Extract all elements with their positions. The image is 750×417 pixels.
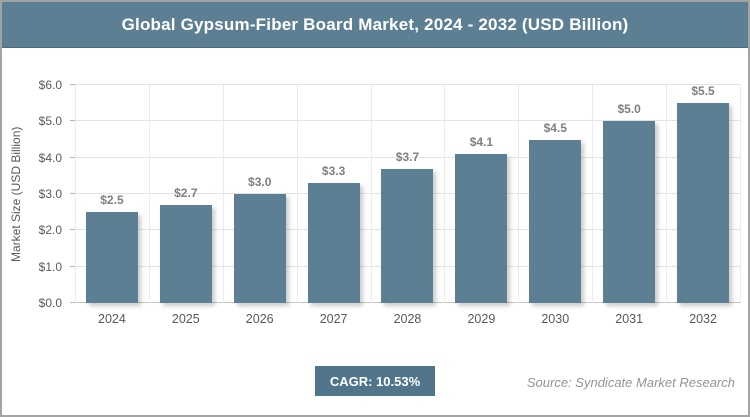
y-tick-mark (70, 84, 75, 85)
source-attribution: Source: Syndicate Market Research (526, 375, 735, 390)
x-tick-label: 2027 (319, 312, 348, 326)
y-tick-label: $3.0 (38, 187, 62, 201)
y-tick-label: $0.0 (38, 296, 62, 310)
y-tick-mark (70, 193, 75, 194)
bar-value-label: $5.0 (617, 102, 641, 117)
gridline-vertical (222, 85, 224, 303)
x-tick-label: 2029 (467, 312, 496, 326)
y-tick-label: $4.0 (38, 150, 62, 165)
bar-cell: $2.5 (75, 85, 149, 303)
y-tick-mark (70, 302, 75, 303)
bar-cell: $3.7 (371, 85, 445, 303)
bar-2028 (381, 168, 434, 303)
gridline-horizontal (75, 84, 740, 85)
x-tick-label: 2032 (689, 312, 717, 326)
y-axis: $0.0 $1.0 $2.0 $3.0 $4.0 $5.0 $6.0 (2, 78, 75, 310)
bar-2027 (307, 183, 360, 303)
bar-value-label: $4.1 (469, 135, 494, 150)
y-tick-mark (70, 229, 75, 231)
gridline-vertical (444, 85, 446, 303)
x-tick-label: 2031 (615, 312, 644, 326)
gridline-horizontal (75, 120, 740, 122)
bar-cell: $3.3 (297, 85, 371, 303)
bar-2026 (233, 194, 286, 303)
bar-2024 (85, 212, 138, 303)
bar-cell: $5.5 (666, 84, 740, 303)
bar-2029 (455, 154, 508, 303)
bar-2031 (603, 121, 656, 303)
gridline-vertical (296, 85, 298, 303)
bar-2025 (159, 204, 212, 303)
x-tick-label: 2025 (171, 312, 200, 326)
bar-value-label: $3.0 (248, 175, 272, 189)
y-tick-mark (70, 265, 75, 267)
bar-cell: $3.0 (223, 85, 297, 303)
plot-area: $2.5 $2.7 $3.0 $3.3 $3.7 $4.1 $4.5 $5.0 $5.5 (75, 84, 741, 303)
gridline-vertical (592, 85, 594, 303)
gridline-horizontal (75, 156, 740, 158)
bar-value-label: $2.7 (174, 185, 198, 200)
bar-2030 (529, 139, 582, 303)
y-tick-label: $1.0 (38, 259, 62, 274)
gridline-vertical (370, 85, 372, 303)
gridline-vertical (148, 85, 150, 303)
y-tick-label: $2.0 (38, 223, 62, 238)
bar-cell: $5.0 (592, 85, 666, 303)
bar-value-label: $2.5 (100, 193, 124, 208)
bar-value-label: $5.5 (691, 84, 715, 99)
y-tick-mark (70, 156, 75, 158)
x-tick-label: 2026 (245, 312, 274, 326)
gridline-vertical (518, 85, 520, 303)
bar-cell: $2.7 (149, 85, 223, 303)
y-tick-label: $6.0 (38, 78, 62, 92)
gridline-vertical (666, 85, 668, 303)
y-tick-mark (70, 120, 75, 122)
bar-value-label: $4.5 (543, 120, 567, 135)
x-tick-label: 2024 (98, 312, 126, 326)
bar-value-label: $3.3 (321, 164, 346, 179)
x-axis: 2024 2025 2026 2027 2028 2029 2030 2031 2032 (75, 312, 740, 332)
x-tick-label: 2030 (541, 312, 570, 326)
cagr-badge: CAGR: 10.53% (315, 366, 435, 396)
y-tick-label: $5.0 (38, 114, 62, 129)
bar-cell: $4.1 (444, 85, 518, 303)
bar-value-label: $3.7 (395, 149, 420, 164)
gridline-vertical (75, 85, 76, 303)
chart-title-bar: Global Gypsum-Fiber Board Market, 2024 -… (2, 2, 748, 48)
bar-2032 (677, 103, 730, 303)
chart-title: Global Gypsum-Fiber Board Market, 2024 -… (121, 14, 629, 34)
x-tick-label: 2028 (393, 312, 422, 326)
bar-cell: $4.5 (518, 85, 592, 303)
gridline-vertical (740, 85, 741, 303)
